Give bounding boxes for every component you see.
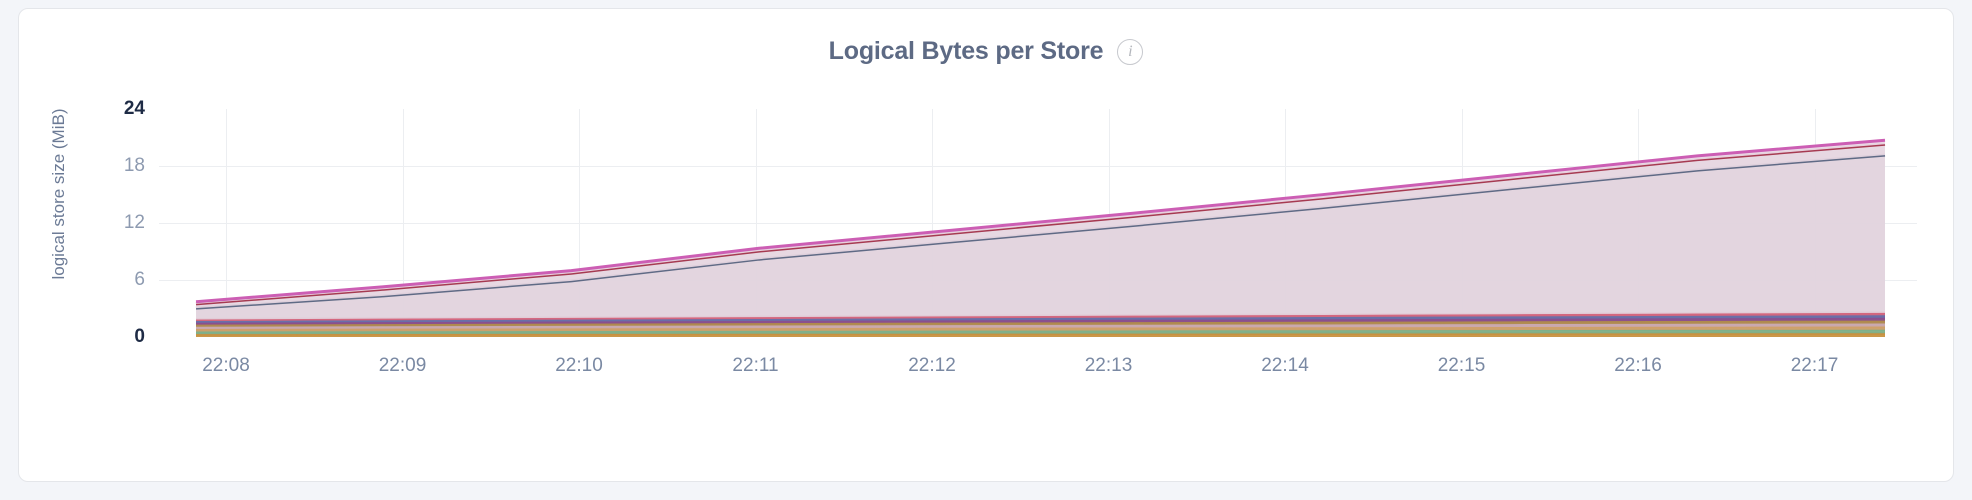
page-title: Logical Bytes per Store: [828, 37, 1104, 65]
x-axis-tick-label: 22:08: [202, 355, 250, 376]
gridline-vertical: [755, 109, 757, 337]
y-axis-tick-label: 0: [134, 326, 145, 347]
y-axis-tick-label: 18: [123, 155, 145, 176]
chart-card: Logical Bytes per Store i logical store …: [18, 8, 1954, 482]
x-axis-tick-label: 22:17: [1790, 355, 1839, 376]
gridline-vertical: [579, 109, 580, 337]
y-axis-tick-label: 24: [123, 98, 145, 119]
x-axis-tick-label: 22:09: [378, 355, 427, 376]
x-axis-tick-label: 22:15: [1437, 355, 1486, 376]
series-layer: [159, 109, 1917, 337]
x-axis-tick-label: 22:14: [1261, 355, 1309, 376]
y-axis-tick-label: 12: [123, 212, 145, 233]
gridline-vertical: [932, 109, 933, 337]
chart-header: Logical Bytes per Store i: [19, 37, 1953, 66]
gridline-vertical: [402, 109, 404, 337]
gridline-vertical: [226, 109, 227, 337]
x-axis-tick-label: 22:11: [732, 355, 779, 376]
y-axis-tick-label: 6: [134, 269, 145, 290]
x-axis-tick-label: 22:10: [555, 355, 603, 376]
series-area: [196, 155, 1885, 320]
x-axis-tick-label: 22:16: [1614, 355, 1662, 376]
plot-area: 0 6 12 18 24 22:08 22:09 22:10 22:11 22:12 22:13 2…: [124, 98, 1917, 376]
info-icon[interactable]: i: [1117, 38, 1144, 65]
x-axis-tick-label: 22:13: [1084, 355, 1133, 376]
stacked-area-series: [195, 138, 1886, 337]
gridline-horizontal: [159, 166, 1917, 167]
series-line: [195, 313, 1886, 323]
x-axis-tick-label: 22:12: [908, 355, 956, 376]
series-line: [195, 138, 1886, 304]
